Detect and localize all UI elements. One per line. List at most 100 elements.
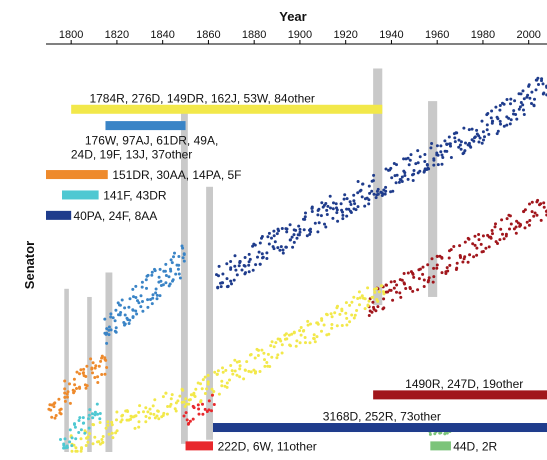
senator-point — [250, 370, 253, 373]
senator-point — [432, 275, 435, 278]
senator-point — [278, 249, 281, 252]
senator-point — [481, 120, 484, 123]
senator-point — [276, 232, 279, 235]
party-bar — [430, 441, 451, 450]
senator-point — [270, 356, 273, 359]
senator-point — [110, 421, 113, 424]
senator-point — [99, 421, 102, 424]
senator-point — [390, 176, 393, 179]
senator-point — [439, 150, 442, 153]
senator-point — [73, 383, 76, 386]
senator-point — [101, 441, 104, 444]
senator-point — [296, 237, 299, 240]
senator-point — [134, 427, 137, 430]
senator-point — [259, 263, 262, 266]
senator-point — [100, 373, 103, 376]
senator-point — [102, 435, 105, 438]
senator-point — [478, 141, 481, 144]
senator-point — [176, 399, 179, 402]
party-bar — [62, 190, 99, 199]
senator-point — [123, 306, 126, 309]
senator-point — [99, 360, 102, 363]
senator-point — [93, 436, 96, 439]
senator-point — [218, 393, 221, 396]
senator-point — [468, 238, 471, 241]
senator-point — [521, 103, 524, 106]
senator-point — [144, 420, 147, 423]
senator-point — [309, 341, 312, 344]
senator-point — [542, 201, 545, 204]
senator-point — [197, 403, 200, 406]
senator-point — [115, 411, 118, 414]
senator-point — [236, 374, 239, 377]
senator-point — [151, 271, 154, 274]
senator-point — [121, 299, 124, 302]
senator-point — [531, 201, 534, 204]
senator-point — [329, 195, 332, 198]
senator-point — [435, 267, 438, 270]
senator-point — [426, 167, 429, 170]
senator-point — [194, 388, 197, 391]
senator-point — [88, 414, 91, 417]
senator-point — [141, 281, 144, 284]
senator-point — [403, 174, 406, 177]
senator-point — [436, 255, 439, 258]
senator-point — [349, 210, 352, 213]
senator-point — [361, 195, 364, 198]
senator-point — [368, 314, 371, 317]
senator-point — [265, 361, 268, 364]
senator-point — [112, 316, 115, 319]
senator-point — [535, 79, 538, 82]
x-tick-label: 1840 — [150, 29, 174, 41]
senator-point — [137, 426, 140, 429]
senator-point — [403, 272, 406, 275]
senator-point — [159, 294, 162, 297]
x-tick-label: 1960 — [425, 29, 449, 41]
x-tick-label: 1860 — [196, 29, 220, 41]
senator-point — [488, 245, 491, 248]
senator-point — [171, 261, 174, 264]
senator-point — [221, 366, 224, 369]
senator-point — [306, 320, 309, 323]
senator-point — [464, 142, 467, 145]
senator-point — [96, 440, 99, 443]
senator-point — [333, 311, 336, 314]
party-bar — [186, 441, 213, 450]
senator-point — [348, 320, 351, 323]
shaded-period — [373, 68, 382, 305]
senator-point — [450, 248, 453, 251]
senator-point — [73, 390, 76, 393]
senator-point — [83, 432, 86, 435]
senator-point — [371, 180, 374, 183]
senator-point — [63, 380, 66, 383]
senator-point — [320, 317, 323, 320]
senator-point — [412, 276, 415, 279]
senator-point — [84, 375, 87, 378]
senator-point — [376, 190, 379, 193]
senator-point — [216, 286, 219, 289]
senator-point — [475, 247, 478, 250]
senator-point — [230, 282, 233, 285]
senator-point — [377, 193, 380, 196]
senator-point — [426, 263, 429, 266]
senator-point — [503, 125, 506, 128]
senator-point — [145, 278, 148, 281]
senator-point — [480, 243, 483, 246]
senator-point — [216, 373, 219, 376]
senator-point — [212, 390, 215, 393]
senator-point — [247, 264, 250, 267]
party-bar — [71, 105, 382, 114]
senator-point — [531, 210, 534, 213]
senator-point — [478, 238, 481, 241]
senator-point — [70, 444, 73, 447]
senator-point — [91, 412, 94, 415]
senator-point — [153, 398, 156, 401]
senator-point — [68, 382, 71, 385]
senator-point — [111, 436, 114, 439]
senator-point — [285, 230, 288, 233]
senator-point — [346, 197, 349, 200]
senator-point — [367, 202, 370, 205]
senator-point — [106, 420, 109, 423]
senator-point — [100, 357, 103, 360]
senator-point — [399, 278, 402, 281]
